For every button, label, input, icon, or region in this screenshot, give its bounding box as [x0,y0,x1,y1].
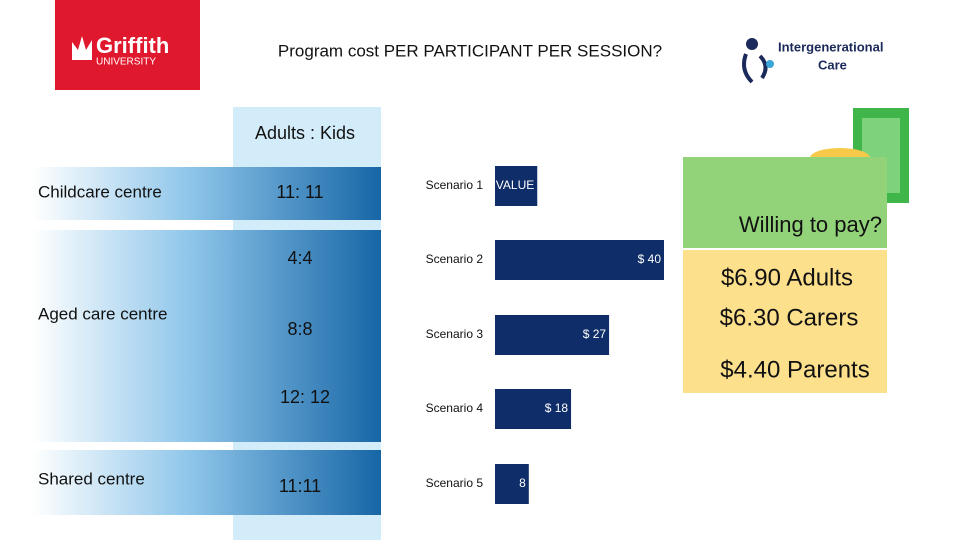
willing-box [683,250,887,393]
logo-left-bg [55,0,200,90]
willing-item: $4.40 Parents [720,356,869,383]
category-label: Scenario 5 [426,476,484,490]
bar [495,464,529,504]
group-label: Aged care centre [38,304,167,323]
bar [495,389,572,429]
willing-item: $6.90 Adults [721,264,853,291]
logo-left-sub: UNIVERSITY [96,57,156,68]
willing-title: Willing to pay? [739,212,882,237]
ratio: 4:4 [287,248,312,268]
group-label: Shared centre [38,469,145,488]
ratio: 8:8 [287,319,312,339]
bar [495,240,664,280]
group-label: Childcare centre [38,182,162,201]
willing-item: $6.30 Carers [720,304,859,331]
category-label: Scenario 1 [426,178,484,192]
ratio: 11: 11 [276,182,323,202]
value-label: $ 27 [583,327,607,341]
table-header: Adults : Kids [255,123,355,143]
value-label: $ 40 [638,252,662,266]
bar [495,166,538,206]
ratio: 12: 12 [280,387,330,407]
page-title: Program cost PER PARTICIPANT PER SESSION… [278,41,662,60]
ratio: 11:11 [279,476,321,496]
value-label: $ 18 [545,401,569,415]
group-box [32,167,381,220]
bar [495,315,610,355]
group-box [32,450,381,515]
logo-left-text: Griffith [96,33,169,58]
value-label: VALUE [496,178,534,192]
category-label: Scenario 2 [426,252,484,266]
category-label: Scenario 4 [426,401,484,415]
logo-right-sub: Care [818,57,847,72]
logo-right-icon [742,53,768,84]
willing-title-box [683,157,887,248]
logo-right-text: Intergenerational [778,39,883,54]
logo-right-icon [766,60,774,68]
value-label: 8 [519,476,526,490]
category-label: Scenario 3 [426,327,484,341]
logo-left-icon [72,36,92,60]
logo-right-icon [746,38,758,50]
group-box [32,230,381,442]
